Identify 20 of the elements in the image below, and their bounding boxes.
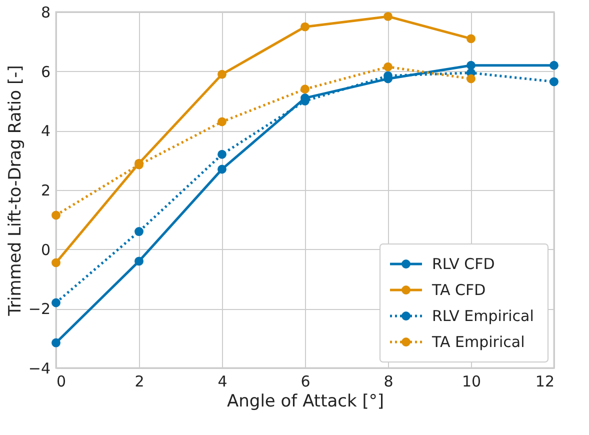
x-tick-label: 4	[218, 372, 228, 390]
x-axis-title: Angle of Attack [°]	[226, 392, 384, 412]
x-tick-label: 6	[300, 372, 310, 390]
y-tick-label: 2	[40, 182, 50, 200]
legend-label: RLV Empirical	[432, 307, 534, 325]
y-tick-label: −2	[28, 300, 50, 318]
legend-label: TA Empirical	[431, 333, 525, 351]
y-axis-title: Trimmed Lift-to-Drag Ratio [-]	[5, 65, 26, 317]
x-tick-label: 0	[56, 372, 66, 390]
y-tick-label: 0	[40, 240, 50, 259]
y-tick-label: 8	[40, 4, 50, 22]
x-tick-label: 2	[134, 372, 144, 390]
y-tick-label: 6	[40, 62, 50, 81]
y-tick-label: −4	[28, 360, 50, 378]
x-tick-label: 8	[384, 372, 394, 390]
legend-label: TA CFD	[431, 281, 486, 299]
y-tick-label: 4	[40, 122, 50, 140]
legend-label: RLV CFD	[432, 255, 495, 273]
x-tick-label: 10	[462, 372, 482, 390]
x-tick-label: 12	[535, 372, 554, 390]
